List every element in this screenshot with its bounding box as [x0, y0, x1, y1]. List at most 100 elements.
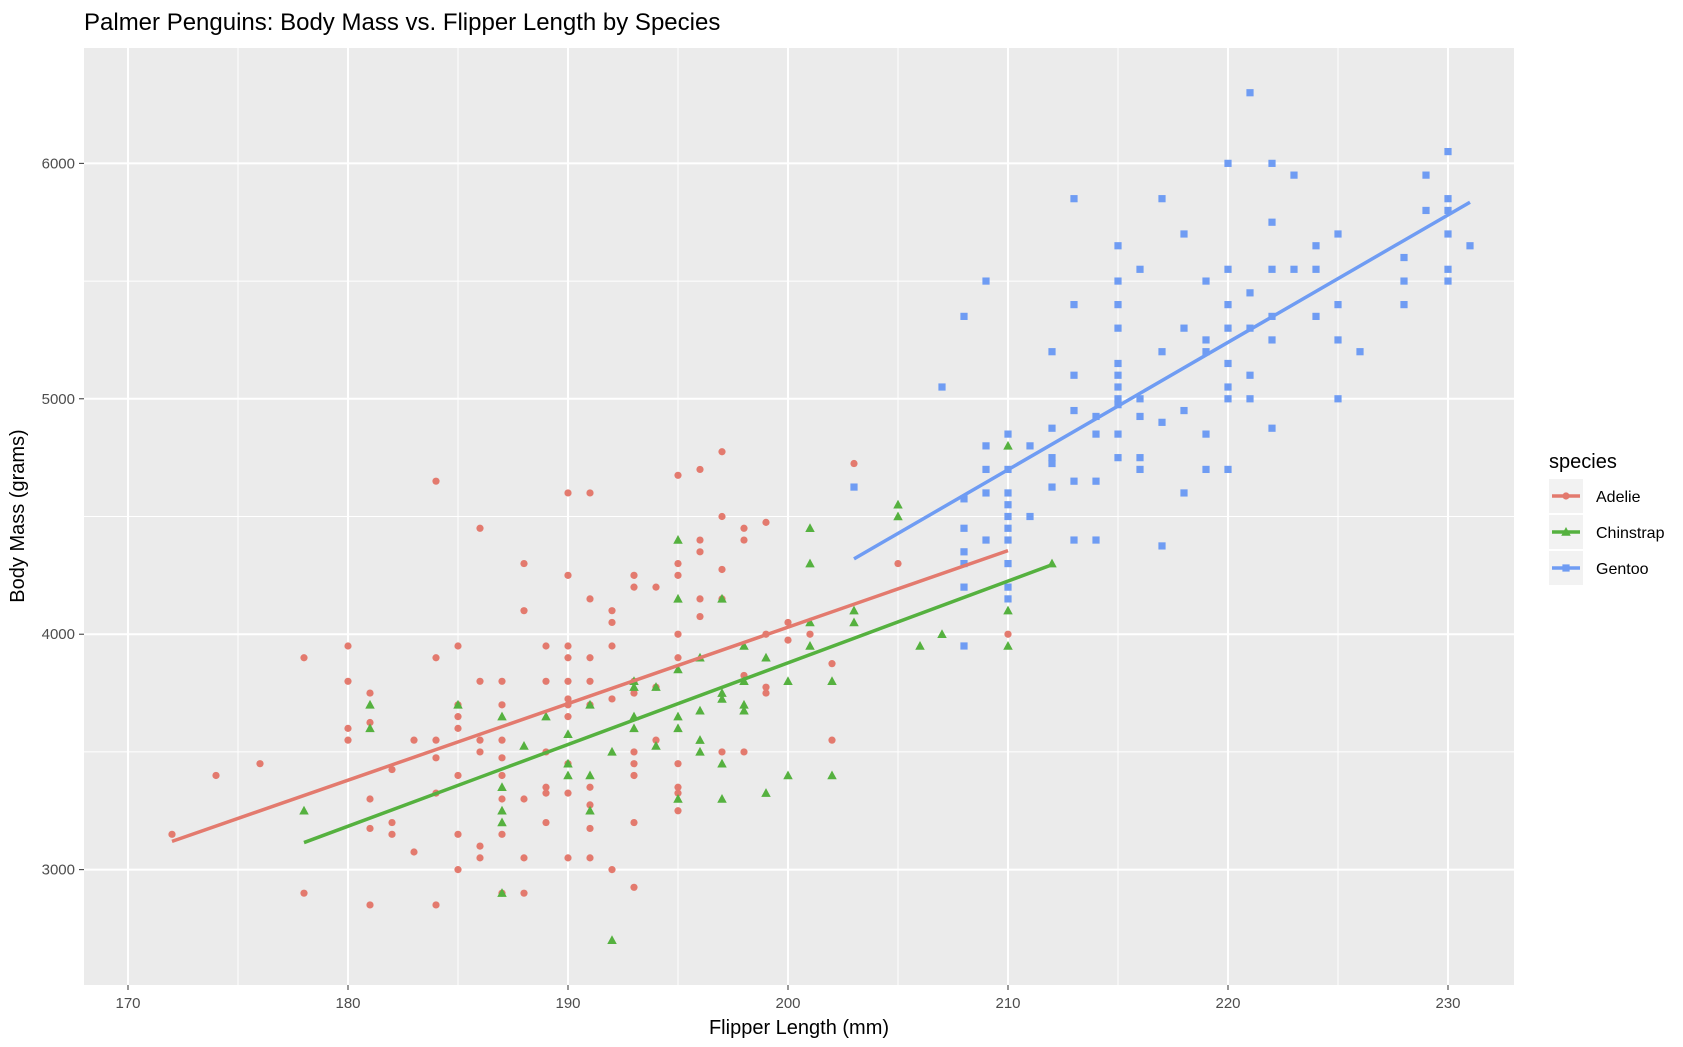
point-adelie	[366, 824, 374, 833]
point-adelie	[476, 854, 484, 862]
point-gentoo	[1312, 265, 1320, 273]
point-chinstrap	[893, 511, 903, 521]
point-chinstrap	[695, 735, 705, 744]
point-gentoo	[1290, 171, 1298, 179]
x-tick-label: 190	[555, 995, 580, 1012]
point-adelie	[366, 795, 374, 803]
point-gentoo	[1092, 536, 1100, 544]
point-chinstrap	[673, 593, 683, 603]
point-gentoo	[960, 642, 968, 650]
point-gentoo	[1048, 348, 1056, 356]
point-adelie	[718, 448, 726, 456]
trend-line-gentoo	[853, 200, 1471, 561]
point-gentoo	[1114, 454, 1122, 462]
point-adelie	[630, 771, 638, 780]
point-adelie	[168, 830, 176, 838]
point-gentoo	[982, 277, 990, 285]
point-adelie	[520, 559, 528, 568]
point-adelie	[586, 824, 594, 833]
point-adelie	[740, 748, 748, 756]
point-gentoo	[1048, 483, 1056, 491]
point-gentoo	[982, 442, 990, 450]
point-gentoo	[1070, 477, 1078, 485]
point-gentoo	[1070, 195, 1078, 203]
point-adelie	[454, 866, 462, 874]
legend-label-gentoo: Gentoo	[1596, 561, 1649, 578]
point-gentoo	[1444, 230, 1452, 238]
point-gentoo	[1092, 412, 1100, 421]
point-gentoo	[1356, 348, 1364, 356]
point-gentoo	[960, 524, 968, 532]
point-gentoo	[1202, 336, 1210, 344]
point-adelie	[300, 654, 308, 662]
point-adelie	[740, 536, 748, 544]
point-chinstrap	[497, 817, 507, 827]
point-chinstrap	[585, 770, 595, 780]
point-gentoo	[938, 383, 946, 391]
point-chinstrap	[673, 535, 683, 544]
point-chinstrap	[849, 605, 859, 615]
x-tick-label: 230	[1435, 995, 1460, 1012]
point-adelie	[520, 889, 528, 897]
point-gentoo	[1268, 218, 1276, 226]
point-adelie	[498, 830, 506, 838]
point-adelie	[564, 489, 572, 497]
point-chinstrap	[651, 682, 661, 691]
point-gentoo	[1422, 206, 1430, 215]
point-gentoo	[1070, 536, 1078, 544]
point-adelie	[344, 677, 352, 685]
point-gentoo	[1290, 265, 1298, 273]
point-chinstrap	[563, 770, 573, 780]
point-gentoo	[1202, 348, 1210, 356]
point-adelie	[476, 677, 484, 685]
legend: species Adelie Chinstrap Gentoo	[1549, 451, 1665, 585]
point-adelie	[432, 754, 440, 762]
chart-title: Palmer Penguins: Body Mass vs. Flipper L…	[84, 9, 720, 36]
point-adelie	[608, 607, 616, 615]
point-adelie	[388, 818, 396, 827]
point-adelie	[212, 771, 220, 780]
point-adelie	[718, 748, 726, 756]
point-adelie	[454, 642, 462, 650]
point-adelie	[432, 654, 440, 662]
point-chinstrap	[673, 711, 683, 721]
point-gentoo	[1224, 465, 1232, 474]
point-adelie	[366, 718, 374, 727]
point-adelie	[498, 701, 506, 709]
point-gentoo	[1004, 524, 1012, 532]
point-gentoo	[1444, 147, 1452, 156]
point-chinstrap	[607, 746, 617, 756]
point-gentoo	[1246, 289, 1254, 297]
point-gentoo	[1004, 430, 1012, 438]
point-chinstrap	[805, 558, 815, 568]
point-gentoo	[1334, 336, 1342, 344]
point-adelie	[476, 748, 484, 756]
point-adelie	[520, 795, 528, 803]
point-gentoo	[1114, 395, 1122, 403]
point-gentoo	[1334, 230, 1342, 238]
point-adelie	[674, 630, 682, 638]
point-adelie	[366, 901, 374, 909]
point-adelie	[498, 736, 506, 744]
point-chinstrap	[453, 699, 463, 709]
point-chinstrap	[783, 770, 793, 780]
point-gentoo	[1400, 277, 1408, 285]
point-gentoo	[1180, 324, 1188, 332]
point-chinstrap	[805, 617, 815, 627]
point-chinstrap	[365, 699, 375, 709]
point-chinstrap	[607, 935, 617, 945]
point-adelie	[344, 642, 352, 650]
point-adelie	[586, 489, 594, 497]
point-chinstrap	[805, 640, 815, 650]
point-adelie	[894, 559, 902, 568]
trend-line-adelie	[171, 548, 1009, 844]
y-tick-label: 4000	[42, 626, 75, 643]
point-adelie	[850, 459, 858, 468]
point-chinstrap	[805, 523, 815, 533]
point-adelie	[498, 677, 506, 685]
point-chinstrap	[717, 758, 727, 768]
point-gentoo	[960, 559, 968, 568]
point-gentoo	[1444, 195, 1452, 203]
point-gentoo	[960, 495, 968, 503]
